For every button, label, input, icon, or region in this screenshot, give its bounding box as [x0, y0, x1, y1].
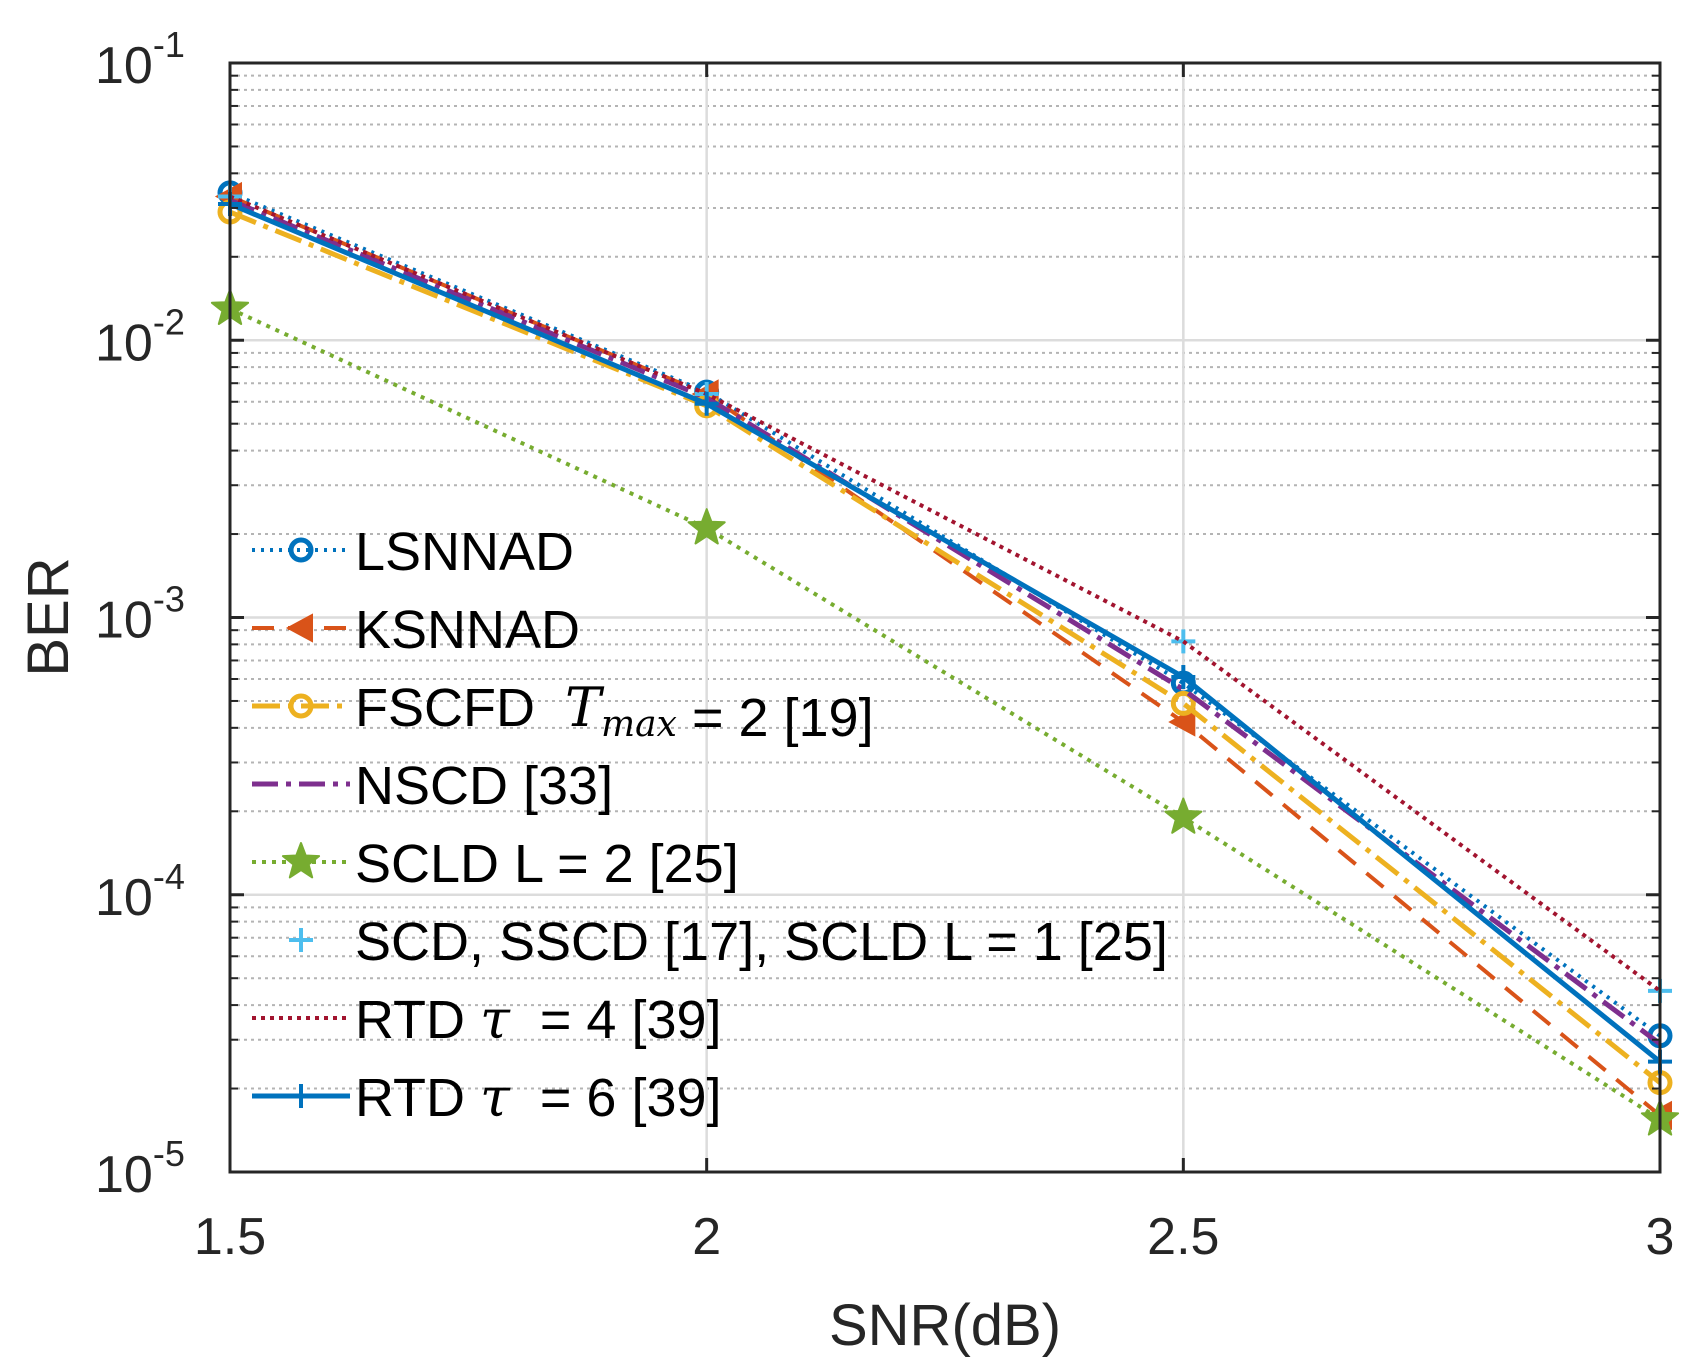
y-tick-label: 10-2	[95, 301, 185, 372]
legend-entry: KSNNAD	[252, 600, 580, 660]
legend-entry: SCLD L = 2 [25]	[252, 834, 739, 894]
legend-label: RTD τ = 6 [39]	[355, 1066, 722, 1129]
legend-entry: FSCFD Tmax = 2 [19]	[252, 676, 874, 748]
x-tick-label: 3	[1646, 1208, 1675, 1266]
legend-label: RTD τ = 4 [39]	[355, 988, 722, 1051]
y-tick-label: 10-4	[95, 856, 185, 927]
x-tick-label: 2	[692, 1208, 721, 1266]
legend-marker	[288, 693, 314, 719]
y-axis-label: BER	[16, 557, 81, 676]
x-tick-label: 1.5	[194, 1208, 266, 1266]
legend-marker	[288, 537, 314, 563]
legend-entry: LSNNAD	[252, 522, 574, 582]
series-line	[229, 209, 1662, 1085]
data-point	[1171, 665, 1196, 690]
legend-marker	[289, 1084, 313, 1108]
series-line	[229, 306, 1662, 1121]
legend-entry: RTD τ = 4 [39]	[252, 988, 722, 1051]
y-tick-label: 10-5	[95, 1133, 185, 1204]
x-axis-label: SNR(dB)	[829, 1293, 1061, 1358]
y-tick-label: 10-1	[95, 24, 185, 95]
legend-label: SCLD L = 2 [25]	[355, 834, 739, 894]
data-point	[694, 391, 719, 416]
legend-label: KSNNAD	[355, 600, 580, 660]
legend-entry: SCD, SSCD [17], SCLD L = 1 [25]	[289, 912, 1168, 972]
legend-label: NSCD [33]	[355, 756, 613, 816]
y-tick-label: 10-3	[95, 579, 185, 650]
legend-marker	[285, 613, 313, 643]
legend-marker	[281, 842, 321, 879]
data-point	[687, 508, 726, 545]
legend-entry: RTD τ = 6 [39]	[252, 1066, 722, 1129]
legend-entry: NSCD [33]	[252, 756, 613, 816]
series-layer	[210, 180, 1680, 1136]
series-line	[229, 194, 1662, 993]
legend-label: LSNNAD	[355, 522, 574, 582]
x-tick-label: 2.5	[1147, 1208, 1219, 1266]
legend-marker	[289, 928, 313, 952]
data-point	[1164, 797, 1203, 834]
data-point	[1170, 690, 1196, 716]
ticks: 1.5 2 2.5 3 10-1 10-2 10-3 10-4 10-5	[95, 24, 1674, 1266]
legend-label: FSCFD Tmax = 2 [19]	[355, 676, 874, 748]
legend: LSNNAD KSNNAD FSCFD Tmax = 2 [19] NSCD [33]…	[252, 522, 1168, 1129]
legend-label: SCD, SSCD [17], SCLD L = 1 [25]	[355, 912, 1168, 972]
series-line	[229, 201, 1662, 1064]
series-line	[229, 194, 1662, 1117]
series-6	[229, 194, 1662, 993]
